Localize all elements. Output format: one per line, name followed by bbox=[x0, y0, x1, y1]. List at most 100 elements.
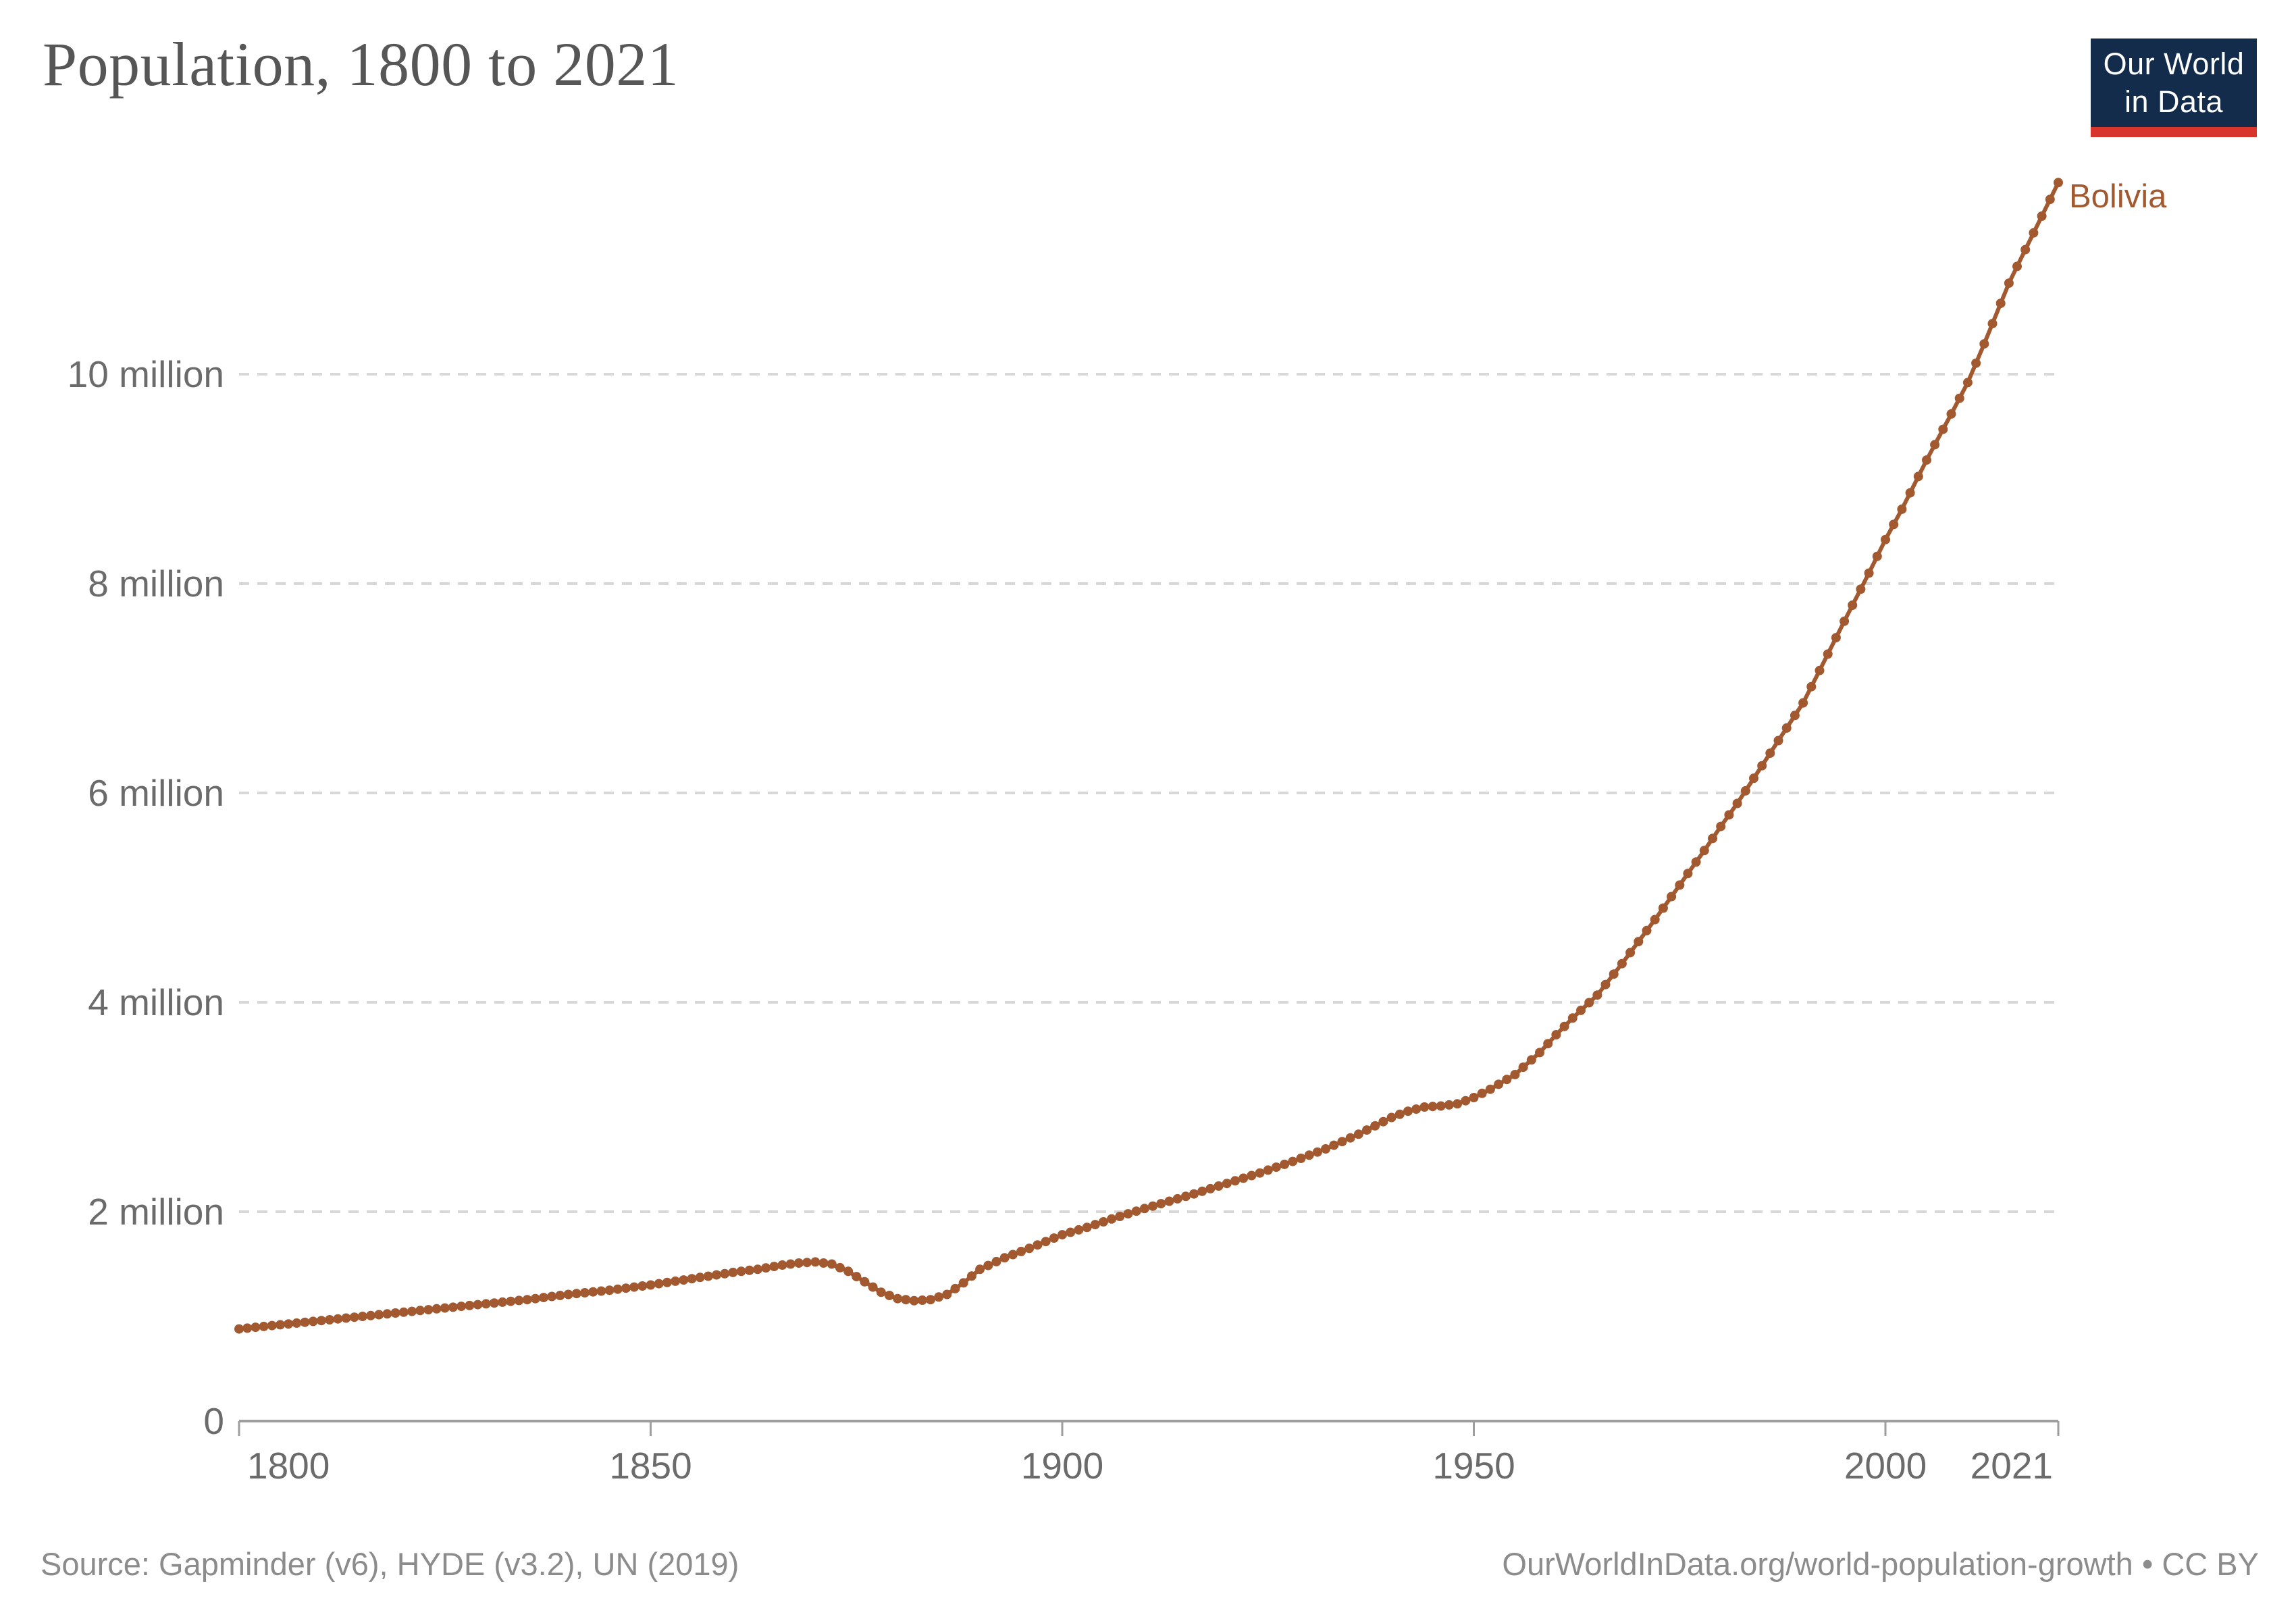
data-point bbox=[2012, 261, 2022, 272]
data-point bbox=[292, 1318, 302, 1328]
data-point bbox=[1074, 1225, 1084, 1235]
data-point bbox=[1428, 1102, 1438, 1112]
data-point bbox=[1238, 1173, 1249, 1183]
data-point bbox=[1090, 1220, 1100, 1230]
data-point bbox=[1716, 821, 1726, 831]
y-axis-label-6-million: 6 million bbox=[88, 772, 224, 814]
data-point bbox=[325, 1315, 335, 1324]
data-point bbox=[1255, 1168, 1265, 1178]
data-point bbox=[1724, 810, 1734, 820]
data-point bbox=[1584, 998, 1594, 1008]
data-point bbox=[818, 1258, 829, 1268]
data-point bbox=[2054, 178, 2063, 188]
data-point bbox=[1419, 1102, 1430, 1112]
data-point bbox=[234, 1324, 244, 1334]
data-point bbox=[1436, 1101, 1446, 1111]
data-point bbox=[1453, 1099, 1463, 1109]
y-axis-label-0: 0 bbox=[203, 1400, 224, 1442]
data-point bbox=[588, 1287, 598, 1297]
data-point bbox=[1905, 488, 1915, 498]
data-point bbox=[785, 1259, 795, 1269]
data-point bbox=[1740, 786, 1750, 796]
data-point bbox=[926, 1295, 935, 1305]
data-point bbox=[991, 1256, 1001, 1266]
data-point bbox=[1823, 649, 1833, 659]
data-point bbox=[2029, 228, 2039, 238]
data-point bbox=[1576, 1005, 1586, 1015]
data-point bbox=[1180, 1191, 1191, 1202]
data-point bbox=[555, 1291, 565, 1300]
data-point bbox=[1230, 1176, 1240, 1186]
data-point bbox=[1008, 1250, 1018, 1260]
data-point bbox=[637, 1281, 648, 1291]
data-point bbox=[473, 1300, 483, 1310]
data-point bbox=[1304, 1150, 1314, 1160]
data-point bbox=[1378, 1116, 1388, 1127]
data-point bbox=[1765, 748, 1775, 758]
x-axis-label-2000: 2000 bbox=[1844, 1445, 1927, 1487]
data-point bbox=[1625, 948, 1636, 958]
data-point bbox=[679, 1275, 689, 1285]
data-point bbox=[374, 1310, 384, 1320]
data-point bbox=[950, 1283, 960, 1293]
data-point bbox=[1477, 1088, 1487, 1098]
data-point bbox=[1394, 1109, 1405, 1119]
data-point bbox=[1881, 534, 1890, 544]
data-point bbox=[1913, 471, 1923, 482]
data-point bbox=[580, 1288, 590, 1297]
data-point bbox=[1296, 1154, 1306, 1163]
attribution-note: OurWorldInData.org/world-population-grow… bbox=[1502, 1546, 2259, 1582]
data-point bbox=[398, 1307, 409, 1317]
data-point bbox=[695, 1272, 705, 1283]
data-point bbox=[654, 1279, 664, 1289]
data-point bbox=[860, 1277, 870, 1287]
data-point bbox=[1288, 1156, 1298, 1166]
data-point bbox=[1781, 723, 1792, 733]
data-point bbox=[761, 1263, 771, 1273]
data-point bbox=[1123, 1209, 1133, 1219]
data-point bbox=[1271, 1162, 1281, 1173]
data-point bbox=[1494, 1079, 1504, 1089]
data-point bbox=[1840, 616, 1850, 626]
data-point bbox=[1280, 1159, 1290, 1169]
data-point bbox=[1987, 319, 1998, 329]
data-point bbox=[843, 1266, 854, 1277]
data-point bbox=[1024, 1243, 1035, 1254]
data-point bbox=[1041, 1237, 1051, 1247]
data-point bbox=[1189, 1189, 1199, 1199]
x-axis-label-1800: 1800 bbox=[247, 1445, 330, 1487]
data-point bbox=[777, 1260, 787, 1270]
data-point bbox=[267, 1320, 277, 1331]
data-point bbox=[1535, 1048, 1544, 1058]
data-point bbox=[604, 1285, 615, 1295]
data-point bbox=[662, 1277, 672, 1287]
data-point bbox=[687, 1274, 697, 1284]
data-point bbox=[1444, 1100, 1454, 1110]
data-point bbox=[1518, 1062, 1528, 1073]
data-point bbox=[1757, 761, 1767, 771]
data-point bbox=[300, 1317, 310, 1327]
x-axis-label-1900: 1900 bbox=[1020, 1445, 1104, 1487]
data-point bbox=[1461, 1096, 1471, 1106]
x-axis-label-2021: 2021 bbox=[1970, 1445, 2053, 1487]
data-point bbox=[1559, 1021, 1569, 1031]
data-point bbox=[1551, 1030, 1561, 1039]
data-point bbox=[547, 1291, 557, 1302]
data-point bbox=[506, 1296, 516, 1306]
data-point bbox=[539, 1293, 548, 1303]
data-point bbox=[703, 1271, 713, 1281]
data-point bbox=[1897, 504, 1907, 514]
data-point bbox=[1049, 1233, 1059, 1243]
y-axis-label-8-million: 8 million bbox=[88, 563, 224, 604]
data-point bbox=[481, 1299, 491, 1309]
data-point bbox=[563, 1289, 573, 1300]
data-point bbox=[827, 1259, 837, 1269]
data-point bbox=[1131, 1206, 1141, 1216]
data-point bbox=[259, 1321, 269, 1331]
data-point bbox=[1889, 519, 1899, 530]
data-point bbox=[1099, 1217, 1108, 1227]
data-point bbox=[720, 1268, 730, 1279]
data-point bbox=[366, 1310, 375, 1320]
data-point bbox=[736, 1266, 746, 1277]
data-point bbox=[1938, 424, 1948, 434]
